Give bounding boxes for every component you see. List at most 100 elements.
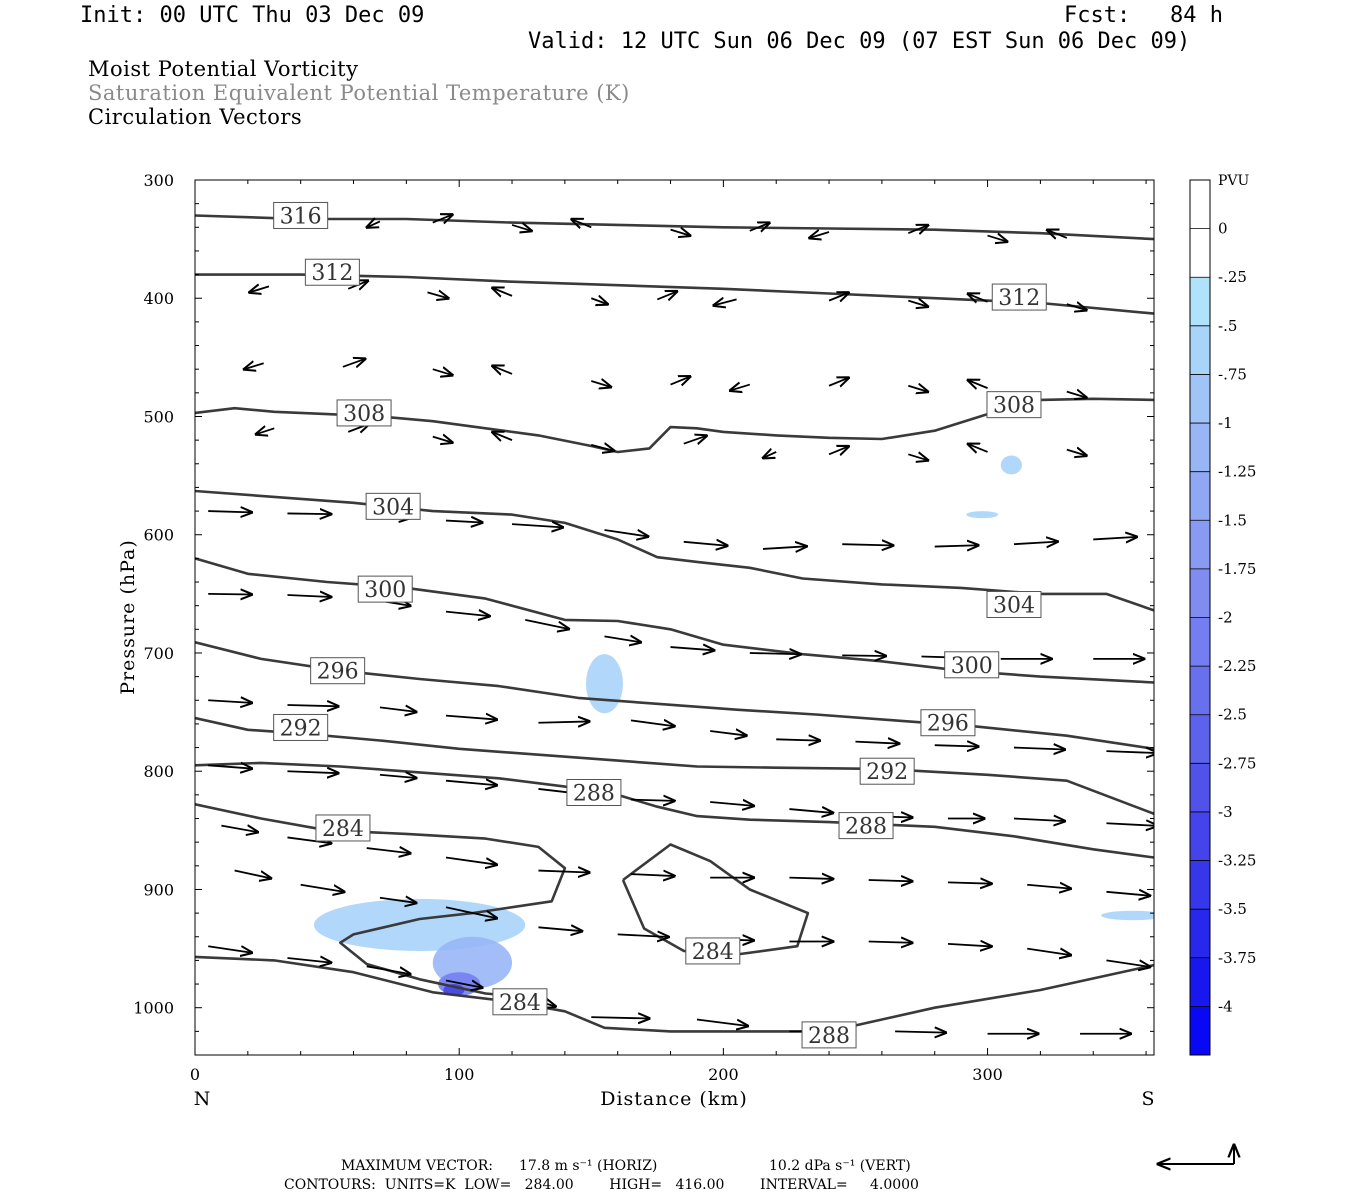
- mpv-shade: [1101, 910, 1154, 921]
- circulation-vector: [1106, 751, 1154, 753]
- y-tick-label: 600: [143, 526, 174, 545]
- colorbar-swatch: [1190, 180, 1210, 230]
- colorbar-level-label: -2.5: [1218, 706, 1247, 724]
- colorbar-level-label: -.25: [1218, 268, 1247, 286]
- init-time: Init: 00 UTC Thu 03 Dec 09: [80, 3, 425, 28]
- circulation-vector: [287, 837, 331, 843]
- circulation-vector: [842, 655, 886, 656]
- circulation-vector: [221, 826, 257, 833]
- colorbar-level-label: -3: [1218, 803, 1233, 821]
- circulation-vector: [710, 731, 746, 736]
- mpv-shade: [1000, 455, 1022, 475]
- colorbar-swatch: [1190, 860, 1210, 910]
- circulation-vector: [855, 742, 899, 744]
- circulation-vector: [244, 363, 264, 369]
- circulation-vector: [908, 386, 928, 392]
- circulation-vector: [511, 524, 563, 527]
- plot-frame: [194, 179, 1155, 1056]
- colorbar-level-label: -1.5: [1218, 511, 1247, 529]
- circulation-vector: [1093, 537, 1137, 540]
- contour-label-text: 288: [573, 782, 615, 807]
- y-tick-label: 400: [143, 289, 174, 308]
- contour-label-text: 288: [808, 1024, 850, 1049]
- colorbar-swatch: [1190, 909, 1210, 959]
- contour-label-box: [273, 713, 329, 741]
- x-end-label-north: N: [194, 1088, 211, 1110]
- circulation-vector: [908, 301, 928, 307]
- contour-label-text: 300: [951, 654, 993, 679]
- colorbar-swatch: [1190, 228, 1210, 278]
- contour-label-box: [801, 1021, 857, 1049]
- axes: 300 400 500 600 700 800 900 1000 0 100 200 300 N S Dis…: [117, 171, 1155, 1110]
- x-tick-label: 300: [972, 1065, 1003, 1084]
- circulation-vector: [492, 366, 513, 374]
- theta-es-contour-288: [195, 761, 1154, 859]
- circulation-vector: [670, 230, 691, 236]
- contour-label-box: [310, 657, 366, 685]
- x-tick-label: 100: [444, 1065, 475, 1084]
- circulation-vector: [445, 521, 482, 523]
- y-tick-label: 1000: [133, 999, 174, 1018]
- contour-label-box: [944, 651, 1000, 679]
- colorbar-level-label: -2.25: [1218, 657, 1256, 675]
- circulation-vector: [1013, 748, 1065, 750]
- circulation-vector: [287, 513, 331, 514]
- y-tick-label: 700: [143, 644, 174, 663]
- circulation-vector: [427, 292, 448, 298]
- circulation-vector: [1027, 949, 1071, 956]
- circulation-vector: [366, 965, 411, 974]
- contour-label-box: [859, 757, 915, 785]
- circulation-vector: [749, 653, 801, 654]
- circulation-vector: [630, 800, 675, 801]
- circulation-vector: [256, 428, 275, 434]
- contour-label-box: [986, 590, 1042, 618]
- forecast-hour: Fcst: 84 h: [1064, 3, 1223, 28]
- circulation-vector: [749, 223, 770, 231]
- x-tick-label: 0: [190, 1065, 200, 1084]
- circulation-vector: [828, 293, 849, 301]
- circulation-vector: [234, 869, 271, 879]
- circulation-vector: [1047, 230, 1068, 238]
- contour-label-text: 288: [845, 815, 887, 840]
- y-tick-label: 500: [143, 407, 174, 426]
- circulation-vector: [445, 906, 497, 918]
- circulation-vector: [208, 594, 252, 595]
- colorbar-level-label: -1: [1218, 414, 1233, 432]
- circulation-vector: [617, 934, 669, 937]
- circulation-vector: [762, 546, 807, 549]
- circulation-vector: [445, 612, 490, 617]
- colorbar-level-label: -.75: [1218, 365, 1247, 383]
- circulation-vector: [1066, 304, 1087, 310]
- circulation-vector: [828, 378, 849, 386]
- circulation-vector: [1027, 885, 1071, 889]
- colorbar-level-label: -1.75: [1218, 560, 1256, 578]
- circulation-vector: [1106, 823, 1154, 826]
- contour-label-text: 312: [998, 286, 1040, 311]
- circulation-vector: [300, 883, 345, 892]
- circulation-vector: [432, 215, 453, 223]
- contour-label-text: 292: [280, 716, 322, 741]
- circulation-vector: [895, 1031, 946, 1032]
- colorbar-swatch: [1190, 568, 1210, 618]
- contour-field-title: Saturation Equivalent Potential Temperat…: [88, 81, 630, 105]
- contour-label-text: 304: [372, 495, 414, 520]
- max-vector-vert: 10.2 dPa s⁻¹ (VERT): [769, 1158, 911, 1174]
- circulation-vector: [630, 720, 675, 726]
- circulation-vector: [287, 958, 331, 963]
- circulation-vector: [842, 544, 893, 545]
- contour-label-text: 304: [993, 593, 1035, 618]
- contour-label-text: 296: [927, 712, 969, 737]
- colorbar-swatch: [1190, 520, 1210, 570]
- circulation-vector: [492, 288, 513, 296]
- colorbar-title: PVU: [1218, 173, 1250, 189]
- circulation-vector: [714, 299, 737, 305]
- circulation-vector: [604, 636, 640, 642]
- circulation-vector: [591, 445, 614, 451]
- vector-field-title: Circulation Vectors: [88, 105, 303, 129]
- colorbar-level-label: -3.25: [1218, 852, 1256, 870]
- contour-label-box: [357, 575, 413, 603]
- colorbar-swatch: [1190, 714, 1210, 764]
- circulation-vector: [208, 946, 252, 953]
- valid-time: Valid: 12 UTC Sun 06 Dec 09 (07 EST Sun …: [528, 29, 1191, 54]
- circulation-vector: [868, 880, 913, 881]
